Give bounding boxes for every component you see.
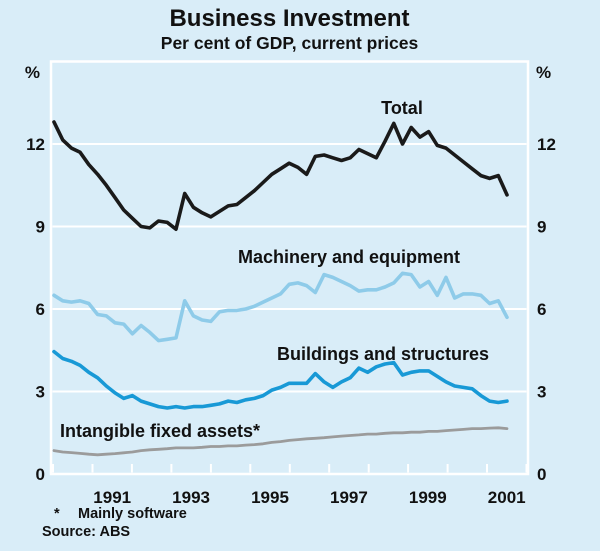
- y-axis-labels-right: 0 3 6 9 12: [537, 135, 556, 484]
- gridlines: [52, 143, 527, 393]
- x-label-1995: 1995: [251, 488, 289, 507]
- percent-symbol-right: %: [536, 63, 551, 82]
- series-line-buildings-and-structures: [52, 349, 509, 410]
- source-text: Source: ABS: [42, 524, 131, 540]
- plot-border: [49, 60, 530, 476]
- x-label-1997: 1997: [330, 488, 368, 507]
- x-label-1991: 1991: [93, 488, 131, 507]
- series-label-machinery-and-equipment: Machinery and equipment: [238, 247, 460, 267]
- series-line-total: [52, 120, 509, 231]
- series-lines: [52, 120, 509, 457]
- series-label-intangible-fixed-assets: Intangible fixed assets*: [60, 421, 260, 441]
- y-label-left-12: 12: [26, 135, 45, 154]
- footnote-text: Mainly software: [78, 506, 187, 522]
- series-line-machinery-and-equipment: [52, 271, 509, 343]
- y-label-left-9: 9: [36, 218, 45, 237]
- series-label-total: Total: [381, 98, 423, 118]
- series-labels: Total Machinery and equipment Buildings an…: [60, 98, 489, 441]
- x-label-2001: 2001: [488, 488, 526, 507]
- y-label-right-12: 12: [537, 135, 556, 154]
- x-label-1999: 1999: [409, 488, 447, 507]
- chart-title: Business Investment: [169, 5, 410, 32]
- chart-subtitle: Per cent of GDP, current prices: [160, 33, 419, 53]
- y-axis-labels-left: 0 3 6 9 12: [26, 135, 45, 484]
- y-label-right-0: 0: [537, 465, 546, 484]
- x-axis-ticks: [52, 464, 528, 473]
- y-label-left-3: 3: [36, 383, 45, 402]
- y-label-left-6: 6: [36, 300, 45, 319]
- y-label-left-0: 0: [36, 465, 45, 484]
- series-line-intangible-fixed-assets: [52, 426, 509, 457]
- x-axis-labels: 1991 1993 1995 1997 1999 2001: [93, 488, 525, 507]
- x-label-1993: 1993: [172, 488, 210, 507]
- percent-symbol-left: %: [25, 63, 40, 82]
- y-label-right-9: 9: [537, 218, 546, 237]
- footnote-marker: *: [54, 506, 60, 522]
- series-label-buildings-and-structures: Buildings and structures: [277, 344, 489, 364]
- y-label-right-6: 6: [537, 300, 546, 319]
- y-label-right-3: 3: [537, 383, 546, 402]
